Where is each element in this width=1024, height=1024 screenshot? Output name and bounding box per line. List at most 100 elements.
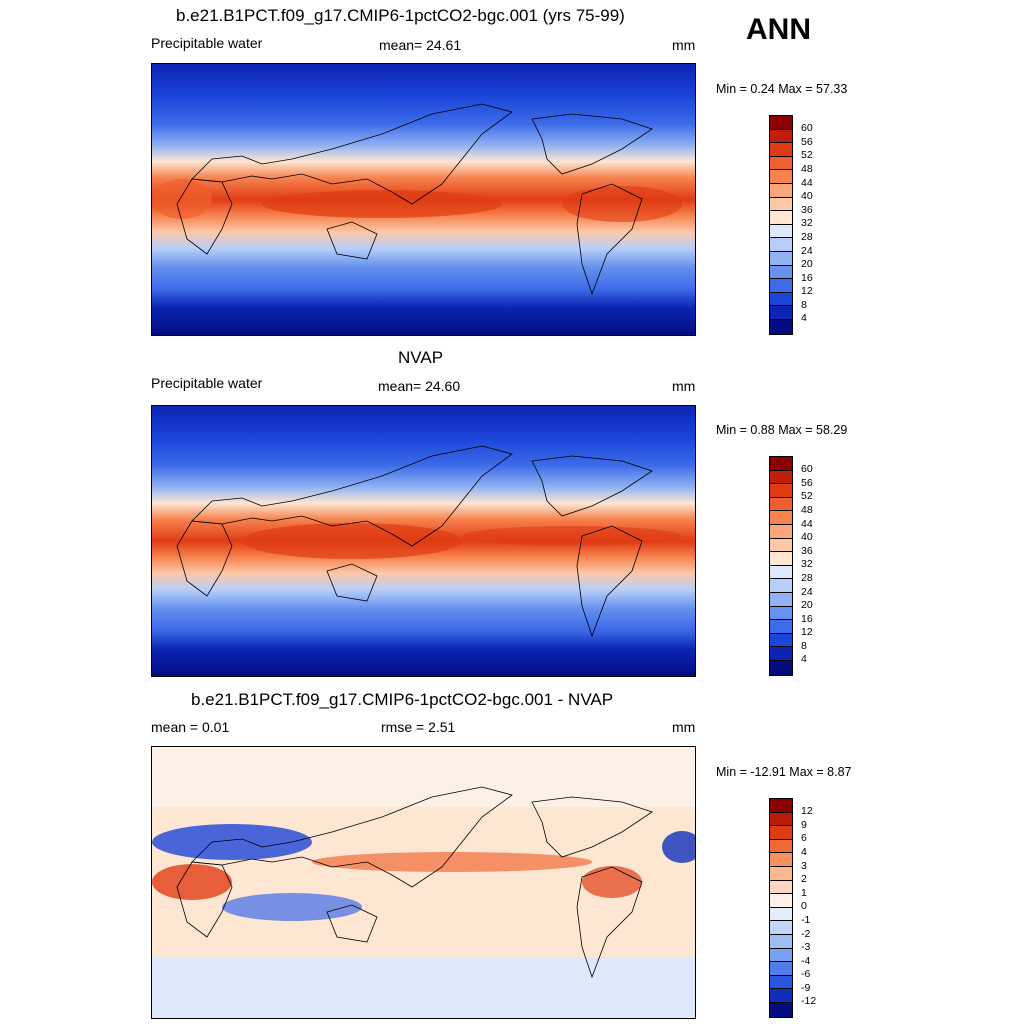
colorbar-swatch — [770, 620, 792, 634]
colorbar-tick-label: 12 — [801, 805, 813, 817]
colorbar-tick-label: 40 — [801, 531, 813, 543]
colorbar-tick-label: -3 — [801, 941, 811, 953]
colorbar-swatch — [770, 880, 792, 895]
colorbar-tick-label: 0 — [801, 900, 807, 912]
colorbar-swatch — [770, 224, 792, 239]
colorbar-swatch — [770, 565, 792, 580]
colorbar-tick-label: 9 — [801, 819, 807, 831]
colorbar-tick-label: 56 — [801, 136, 813, 148]
colorbar-swatch — [770, 292, 792, 307]
colorbar-swatch — [770, 319, 792, 334]
colorbar-swatch — [770, 170, 792, 184]
panel3-map-svg — [152, 747, 695, 1018]
colorbar-tick-label: 12 — [801, 285, 813, 297]
colorbar-tick-label: 6 — [801, 832, 807, 844]
colorbar-tick-label: 24 — [801, 245, 813, 257]
colorbar-swatch — [770, 116, 792, 130]
colorbar-swatch — [770, 921, 792, 935]
colorbar-tick-label: 2 — [801, 873, 807, 885]
colorbar-swatch — [770, 592, 792, 607]
colorbar-tick-label: 60 — [801, 122, 813, 134]
colorbar-swatch — [770, 948, 792, 963]
colorbar-swatch — [770, 907, 792, 922]
colorbar-swatch — [770, 197, 792, 212]
panel3-colorbar — [769, 798, 793, 1018]
colorbar-tick-label: 4 — [801, 846, 807, 858]
panel1-map-svg — [152, 64, 695, 335]
colorbar-tick-label: 3 — [801, 860, 807, 872]
colorbar-swatch — [770, 1002, 792, 1017]
colorbar-swatch — [770, 279, 792, 293]
panel1-title: b.e21.B1PCT.f09_g17.CMIP6-1pctCO2-bgc.00… — [176, 6, 625, 25]
panel1-variable-label: Precipitable water — [151, 35, 263, 51]
colorbar-swatch — [770, 934, 792, 949]
panel2-variable-label: Precipitable water — [151, 375, 263, 391]
colorbar-tick-label: 20 — [801, 258, 813, 270]
colorbar-swatch — [770, 579, 792, 593]
colorbar-tick-label: -2 — [801, 928, 811, 940]
colorbar-tick-label: 48 — [801, 504, 813, 516]
colorbar-tick-label: 32 — [801, 558, 813, 570]
colorbar-swatch — [770, 633, 792, 648]
colorbar-swatch — [770, 552, 792, 566]
colorbar-tick-label: 52 — [801, 490, 813, 502]
panel1-colorbar — [769, 115, 793, 335]
colorbar-swatch — [770, 484, 792, 498]
colorbar-swatch — [770, 238, 792, 252]
colorbar-tick-label: 56 — [801, 477, 813, 489]
season-label: ANN — [746, 13, 811, 46]
colorbar-swatch — [770, 497, 792, 512]
colorbar-swatch — [770, 156, 792, 171]
colorbar-swatch — [770, 962, 792, 976]
colorbar-tick-label: 40 — [801, 190, 813, 202]
colorbar-tick-label: 60 — [801, 463, 813, 475]
colorbar-swatch — [770, 538, 792, 553]
colorbar-swatch — [770, 265, 792, 280]
colorbar-swatch — [770, 839, 792, 854]
panel3-minmax-label: Min = -12.91 Max = 8.87 — [716, 765, 852, 779]
colorbar-tick-label: 24 — [801, 586, 813, 598]
colorbar-tick-label: 28 — [801, 572, 813, 584]
panel2-minmax-label: Min = 0.88 Max = 58.29 — [716, 423, 848, 437]
colorbar-tick-label: -12 — [801, 995, 817, 1007]
colorbar-swatch — [770, 511, 792, 525]
colorbar-swatch — [770, 647, 792, 661]
colorbar-swatch — [770, 812, 792, 827]
colorbar-tick-label: 20 — [801, 599, 813, 611]
colorbar-swatch — [770, 826, 792, 840]
panel2-units-label: mm — [672, 378, 696, 394]
colorbar-swatch — [770, 866, 792, 881]
colorbar-swatch — [770, 989, 792, 1003]
panel1-minmax-label: Min = 0.24 Max = 57.33 — [716, 82, 848, 96]
panel3-units-label: mm — [672, 719, 696, 735]
colorbar-swatch — [770, 457, 792, 471]
panel2-title: NVAP — [398, 348, 444, 367]
colorbar-tick-label: 8 — [801, 299, 807, 311]
colorbar-tick-label: 32 — [801, 217, 813, 229]
colorbar-swatch — [770, 306, 792, 320]
colorbar-swatch — [770, 129, 792, 144]
panel2-mean-label: mean= 24.60 — [378, 378, 461, 394]
colorbar-tick-label: 28 — [801, 231, 813, 243]
panel3-rmse-label: rmse = 2.51 — [381, 719, 456, 735]
colorbar-tick-label: 44 — [801, 177, 813, 189]
colorbar-swatch — [770, 606, 792, 621]
colorbar-swatch — [770, 524, 792, 539]
colorbar-tick-label: 52 — [801, 149, 813, 161]
colorbar-tick-label: 44 — [801, 518, 813, 530]
colorbar-tick-label: 36 — [801, 204, 813, 216]
colorbar-tick-label: 4 — [801, 653, 807, 665]
panel1-mean-label: mean= 24.61 — [379, 37, 462, 53]
colorbar-tick-label: -1 — [801, 914, 811, 926]
colorbar-tick-label: 4 — [801, 312, 807, 324]
colorbar-swatch — [770, 251, 792, 266]
panel1-units-label: mm — [672, 37, 696, 53]
panel1-map — [151, 63, 696, 336]
colorbar-swatch — [770, 799, 792, 813]
panel2-map-svg — [152, 406, 695, 676]
panel3-mean-label: mean = 0.01 — [151, 719, 230, 735]
colorbar-tick-label: 8 — [801, 640, 807, 652]
colorbar-tick-label: -4 — [801, 955, 811, 967]
colorbar-tick-label: -6 — [801, 968, 811, 980]
colorbar-swatch — [770, 183, 792, 198]
